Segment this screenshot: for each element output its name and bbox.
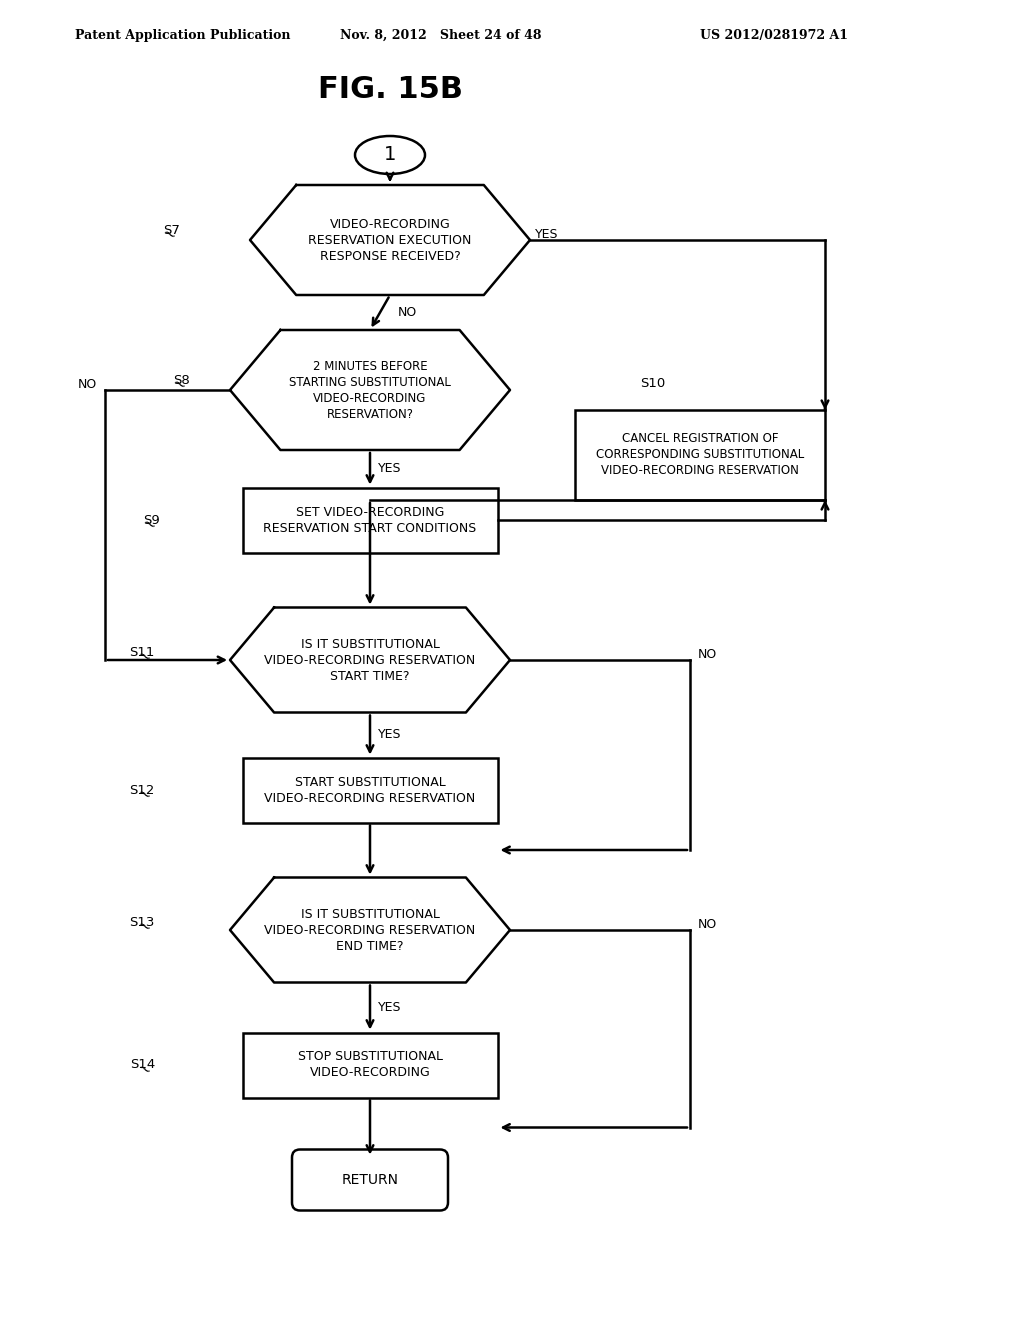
Text: IS IT SUBSTITUTIONAL
VIDEO-RECORDING RESERVATION
END TIME?: IS IT SUBSTITUTIONAL VIDEO-RECORDING RES…	[264, 908, 475, 953]
Polygon shape	[230, 878, 510, 982]
Text: ~: ~	[169, 375, 188, 395]
Text: NO: NO	[78, 379, 97, 392]
Bar	[243, 758, 498, 822]
Text: IS IT SUBSTITUTIONAL
VIDEO-RECORDING RESERVATION
START TIME?: IS IT SUBSTITUTIONAL VIDEO-RECORDING RES…	[264, 638, 475, 682]
Text: ~: ~	[134, 647, 153, 667]
Text: YES: YES	[378, 729, 401, 742]
Text: S12: S12	[130, 784, 155, 796]
Text: VIDEO-RECORDING
RESERVATION EXECUTION
RESPONSE RECEIVED?: VIDEO-RECORDING RESERVATION EXECUTION RE…	[308, 218, 472, 263]
Text: CANCEL REGISTRATION OF
CORRESPONDING SUBSTITUTIONAL
VIDEO-RECORDING RESERVATION: CANCEL REGISTRATION OF CORRESPONDING SUB…	[596, 433, 804, 478]
Text: S8: S8	[173, 374, 190, 387]
Polygon shape	[230, 330, 510, 450]
FancyBboxPatch shape	[292, 1150, 449, 1210]
Text: YES: YES	[535, 228, 558, 242]
Bar	[575, 411, 825, 500]
Text: NO: NO	[398, 306, 417, 319]
Text: ~: ~	[134, 917, 153, 937]
Text: S13: S13	[130, 916, 155, 928]
Text: S11: S11	[130, 645, 155, 659]
Text: START SUBSTITUTIONAL
VIDEO-RECORDING RESERVATION: START SUBSTITUTIONAL VIDEO-RECORDING RES…	[264, 776, 475, 804]
Text: ~: ~	[159, 226, 178, 246]
Text: ~: ~	[139, 515, 158, 535]
Text: RETURN: RETURN	[341, 1173, 398, 1187]
Bar	[243, 487, 498, 553]
Text: STOP SUBSTITUTIONAL
VIDEO-RECORDING: STOP SUBSTITUTIONAL VIDEO-RECORDING	[298, 1051, 442, 1080]
Text: SET VIDEO-RECORDING
RESERVATION START CONDITIONS: SET VIDEO-RECORDING RESERVATION START CO…	[263, 506, 476, 535]
Text: YES: YES	[378, 1001, 401, 1014]
Text: 1: 1	[384, 145, 396, 165]
Text: ~: ~	[134, 1060, 153, 1080]
Text: S14: S14	[130, 1059, 155, 1072]
Text: Patent Application Publication: Patent Application Publication	[75, 29, 291, 41]
Polygon shape	[250, 185, 530, 294]
Text: US 2012/0281972 A1: US 2012/0281972 A1	[700, 29, 848, 41]
Text: NO: NO	[698, 648, 717, 661]
Bar	[243, 1032, 498, 1097]
Text: S10: S10	[640, 378, 666, 389]
Text: Nov. 8, 2012   Sheet 24 of 48: Nov. 8, 2012 Sheet 24 of 48	[340, 29, 542, 41]
Text: FIG. 15B: FIG. 15B	[317, 75, 463, 104]
Text: S7: S7	[163, 223, 180, 236]
Polygon shape	[230, 607, 510, 713]
Text: 2 MINUTES BEFORE
STARTING SUBSTITUTIONAL
VIDEO-RECORDING
RESERVATION?: 2 MINUTES BEFORE STARTING SUBSTITUTIONAL…	[289, 359, 451, 421]
Text: ~: ~	[134, 785, 153, 805]
Ellipse shape	[355, 136, 425, 174]
Text: NO: NO	[698, 919, 717, 932]
Text: YES: YES	[378, 462, 401, 475]
Text: S9: S9	[143, 513, 160, 527]
